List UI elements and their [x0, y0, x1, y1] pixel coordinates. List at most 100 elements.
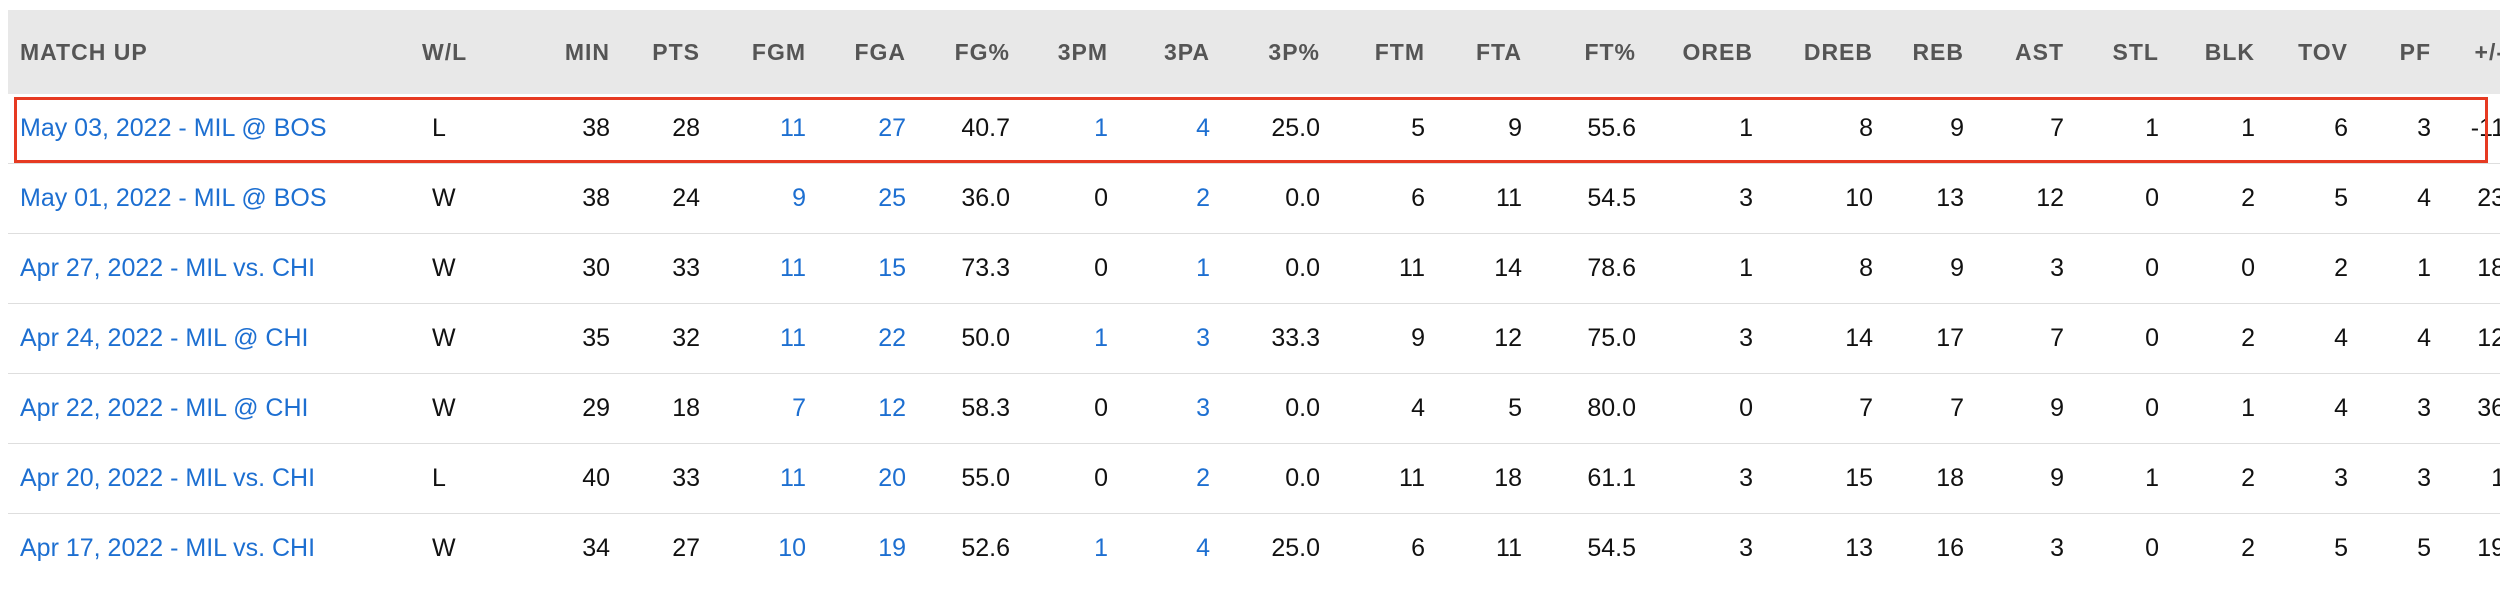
cell-stl: 0 [2076, 233, 2171, 304]
stat-link-3pa[interactable]: 4 [1196, 534, 1210, 562]
cell-3pm: 1 [1022, 514, 1120, 584]
stat-link-3pa[interactable]: 3 [1196, 324, 1210, 352]
game-log-table-container: MATCH UP W/L MIN PTS FGM FGA FG% 3PM 3PA 3P% FTM FT… [8, 10, 2500, 584]
cell-3pa: 3 [1120, 373, 1222, 444]
stat-link-fga[interactable]: 22 [878, 324, 906, 352]
column-header-ft-pct[interactable]: FT% [1584, 38, 1636, 65]
cell-match-up: Apr 17, 2022 - MIL vs. CHI [8, 514, 410, 584]
matchup-link[interactable]: Apr 17, 2022 - MIL vs. CHI [20, 534, 316, 562]
cell-ast: 7 [1976, 94, 2076, 164]
column-header-tov[interactable]: TOV [2298, 38, 2348, 65]
stat-link-fga[interactable]: 12 [878, 394, 906, 422]
matchup-link[interactable]: Apr 22, 2022 - MIL @ CHI [20, 394, 309, 422]
cell-plus-minus: 18 [2443, 233, 2500, 304]
column-header-reb[interactable]: REB [1912, 38, 1964, 65]
column-header-w-l[interactable]: W/L [422, 38, 468, 65]
column-header-fg-pct[interactable]: FG% [954, 38, 1010, 65]
stat-link-fgm[interactable]: 11 [780, 254, 806, 282]
cell-w-l: L [410, 443, 510, 514]
column-header-3pa[interactable]: 3PA [1163, 38, 1210, 65]
cell-fgm: 7 [712, 373, 818, 444]
stat-link-fgm[interactable]: 10 [778, 534, 806, 562]
column-header-ftm[interactable]: FTM [1374, 38, 1425, 65]
cell-fgm: 11 [712, 94, 818, 164]
cell-ftm: 11 [1332, 233, 1437, 304]
matchup-link[interactable]: Apr 20, 2022 - MIL vs. CHI [20, 464, 316, 492]
cell-w-l: W [410, 303, 510, 374]
cell-3p-pct: 0.0 [1222, 373, 1332, 444]
cell-3pa: 3 [1120, 303, 1222, 374]
cell-reb: 16 [1936, 534, 1964, 562]
cell-oreb: 3 [1648, 303, 1765, 374]
cell-ftm: 11 [1332, 443, 1437, 514]
stat-link-fga[interactable]: 20 [878, 464, 906, 492]
cell-pts: 27 [672, 534, 700, 562]
column-header-match-up[interactable]: MATCH UP [20, 38, 148, 65]
stat-link-fgm[interactable]: 11 [780, 464, 806, 492]
column-header-plus-minus[interactable]: +/- [2474, 38, 2500, 65]
stat-link-fga[interactable]: 19 [878, 534, 906, 562]
cell-fta: 12 [1437, 303, 1534, 374]
cell-tov: 2 [2267, 233, 2360, 304]
cell-stl: 0 [2076, 303, 2171, 374]
stat-link-3pa[interactable]: 2 [1196, 184, 1210, 212]
column-header-3pm[interactable]: 3PM [1057, 38, 1108, 65]
stat-link-3pm[interactable]: 1 [1094, 114, 1108, 142]
stat-link-fgm[interactable]: 11 [780, 114, 806, 142]
column-header-dreb[interactable]: DREB [1803, 38, 1873, 65]
matchup-link[interactable]: Apr 27, 2022 - MIL vs. CHI [20, 254, 316, 282]
column-header-min[interactable]: MIN [564, 38, 610, 65]
matchup-link[interactable]: Apr 24, 2022 - MIL @ CHI [20, 324, 309, 352]
cell-min: 38 [510, 94, 622, 164]
stat-link-3pa[interactable]: 3 [1196, 394, 1210, 422]
column-header-pf[interactable]: PF [2399, 38, 2431, 65]
column-header-blk[interactable]: BLK [2204, 38, 2255, 65]
cell-blk: 2 [2171, 443, 2267, 514]
stat-link-fgm[interactable]: 11 [780, 324, 806, 352]
column-header-ast[interactable]: AST [2015, 38, 2064, 65]
column-header-fgm[interactable]: FGM [751, 38, 806, 65]
column-header-pts[interactable]: PTS [652, 38, 700, 65]
cell-fg-pct: 73.3 [918, 233, 1022, 304]
column-header-fta[interactable]: FTA [1475, 38, 1522, 65]
stat-link-3pa[interactable]: 2 [1196, 464, 1210, 492]
cell-min: 40 [510, 443, 622, 514]
cell-reb: 18 [1885, 443, 1976, 514]
cell-match-up: Apr 20, 2022 - MIL vs. CHI [8, 443, 410, 514]
column-header-oreb[interactable]: OREB [1682, 38, 1753, 65]
cell-fg-pct: 50.0 [918, 303, 1022, 374]
cell-tov: 4 [2267, 373, 2360, 444]
cell-pts: 24 [622, 163, 712, 234]
cell-reb: 9 [1885, 94, 1976, 164]
cell-pf: 4 [2360, 163, 2443, 234]
cell-oreb: 1 [1648, 233, 1765, 304]
stat-link-3pa[interactable]: 1 [1196, 254, 1210, 282]
column-header-stl[interactable]: STL [2112, 38, 2159, 65]
cell-pts: 28 [622, 94, 712, 164]
cell-ast: 12 [1976, 163, 2076, 234]
cell-min: 34 [582, 534, 610, 562]
matchup-link[interactable]: May 01, 2022 - MIL @ BOS [20, 184, 327, 212]
matchup-link[interactable]: May 03, 2022 - MIL @ BOS [20, 114, 327, 142]
cell-fga: 19 [818, 514, 918, 584]
cell-tov: 6 [2267, 94, 2360, 164]
stat-link-fgm[interactable]: 7 [792, 394, 806, 422]
stat-link-fgm[interactable]: 9 [792, 184, 806, 212]
cell-oreb: 3 [1739, 534, 1753, 562]
stat-link-3pm[interactable]: 1 [1094, 534, 1108, 562]
cell-plus-minus: -11 [2443, 94, 2500, 164]
stat-link-3pm[interactable]: 1 [1094, 324, 1108, 352]
cell-ast: 3 [2050, 534, 2064, 562]
column-header-fga[interactable]: FGA [854, 38, 906, 65]
cell-fg-pct: 58.3 [918, 373, 1022, 444]
stat-link-3pa[interactable]: 4 [1196, 114, 1210, 142]
cell-3pm: 1 [1022, 303, 1120, 374]
column-header-3p-pct[interactable]: 3P% [1268, 38, 1320, 65]
stat-link-fga[interactable]: 27 [878, 114, 906, 142]
stat-link-fga[interactable]: 15 [878, 254, 906, 282]
cell-fgm: 11 [712, 303, 818, 374]
cell-fta: 18 [1437, 443, 1534, 514]
stat-link-fga[interactable]: 25 [878, 184, 906, 212]
cell-3pm: 0 [1022, 163, 1120, 234]
table-row: Apr 24, 2022 - MIL @ CHI W 35 32 11 22 50.0 1 3 3… [8, 303, 2500, 374]
